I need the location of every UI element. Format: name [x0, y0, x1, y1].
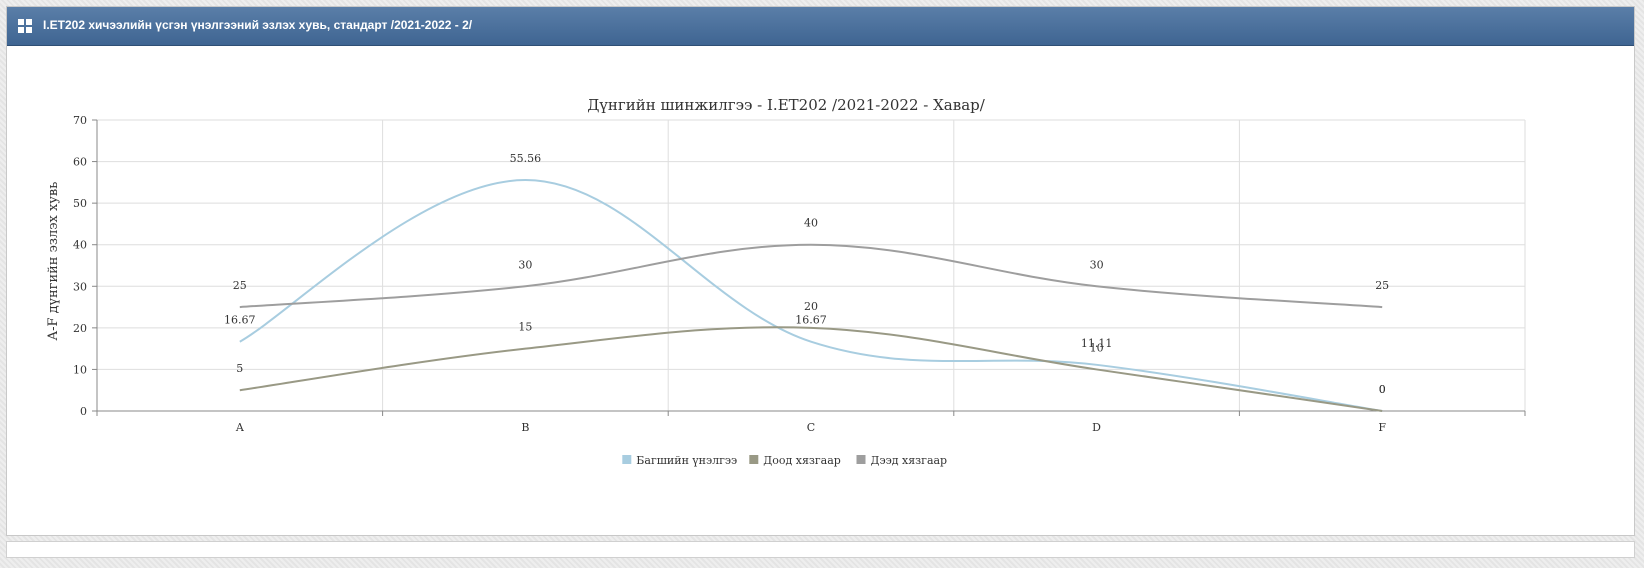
chart-area: Дүнгийн шинжилгээ - I.ET202 /2021-2022 -…: [7, 45, 1636, 537]
series-line-1: [239, 179, 1383, 412]
data-label: 15: [518, 321, 532, 334]
y-tick-label: 20: [73, 322, 87, 335]
x-tick-label: B: [521, 421, 529, 434]
data-label: 55.56: [510, 152, 542, 165]
data-label: 16.67: [795, 314, 827, 327]
data-label: 30: [1090, 258, 1104, 271]
x-tick-label: C: [807, 421, 815, 434]
legend-label: Багшийн үнэлгээ: [636, 454, 737, 467]
x-tick-label: D: [1092, 421, 1101, 434]
x-tick-label: F: [1378, 421, 1386, 434]
data-label: 20: [804, 300, 818, 313]
data-label: 0: [1379, 383, 1386, 396]
chart-panel: I.ET202 хичээлийн үсгэн үнэлгээний эзлэх…: [6, 6, 1635, 536]
series-line-2: [239, 326, 1383, 412]
data-label: 10: [1090, 341, 1104, 354]
data-label: 11.11: [1081, 337, 1113, 350]
grid-icon[interactable]: [18, 19, 32, 33]
legend-item[interactable]: Дээд хязгаар: [856, 454, 948, 467]
y-tick-label: 40: [73, 239, 87, 252]
legend-item[interactable]: Доод хязгаар: [749, 454, 841, 467]
y-tick-label: 60: [73, 156, 87, 169]
legend-label: Дээд хязгаар: [871, 454, 948, 467]
panel-title: I.ET202 хичээлийн үсгэн үнэлгээний эзлэх…: [43, 18, 473, 32]
legend-swatch: [749, 455, 759, 464]
data-label: 30: [518, 258, 532, 271]
data-label: 40: [804, 217, 818, 230]
y-tick-label: 70: [73, 114, 87, 127]
data-label: 0: [1379, 383, 1386, 396]
legend-swatch: [856, 455, 866, 464]
x-tick-label: A: [235, 421, 245, 434]
legend-swatch: [622, 455, 632, 464]
chart-title: Дүнгийн шинжилгээ - I.ET202 /2021-2022 -…: [587, 96, 986, 114]
panel-header: I.ET202 хичээлийн үсгэн үнэлгээний эзлэх…: [7, 7, 1634, 46]
y-tick-label: 0: [80, 405, 87, 418]
data-label: 25: [1375, 279, 1389, 292]
data-label: 25: [233, 279, 247, 292]
y-tick-label: 10: [73, 363, 87, 376]
y-tick-label: 30: [73, 280, 87, 293]
data-label: 5: [236, 362, 243, 375]
series-line-3: [239, 243, 1383, 309]
data-label: 16.67: [224, 314, 256, 327]
bottom-panel: [6, 541, 1635, 558]
legend-item[interactable]: Багшийн үнэлгээ: [622, 454, 737, 467]
y-axis-label: A-F дүнгийн эзлэх хувь: [46, 182, 61, 342]
line-chart: Дүнгийн шинжилгээ - I.ET202 /2021-2022 -…: [46, 96, 1526, 467]
y-tick-label: 50: [73, 197, 87, 210]
legend-label: Доод хязгаар: [763, 454, 841, 467]
